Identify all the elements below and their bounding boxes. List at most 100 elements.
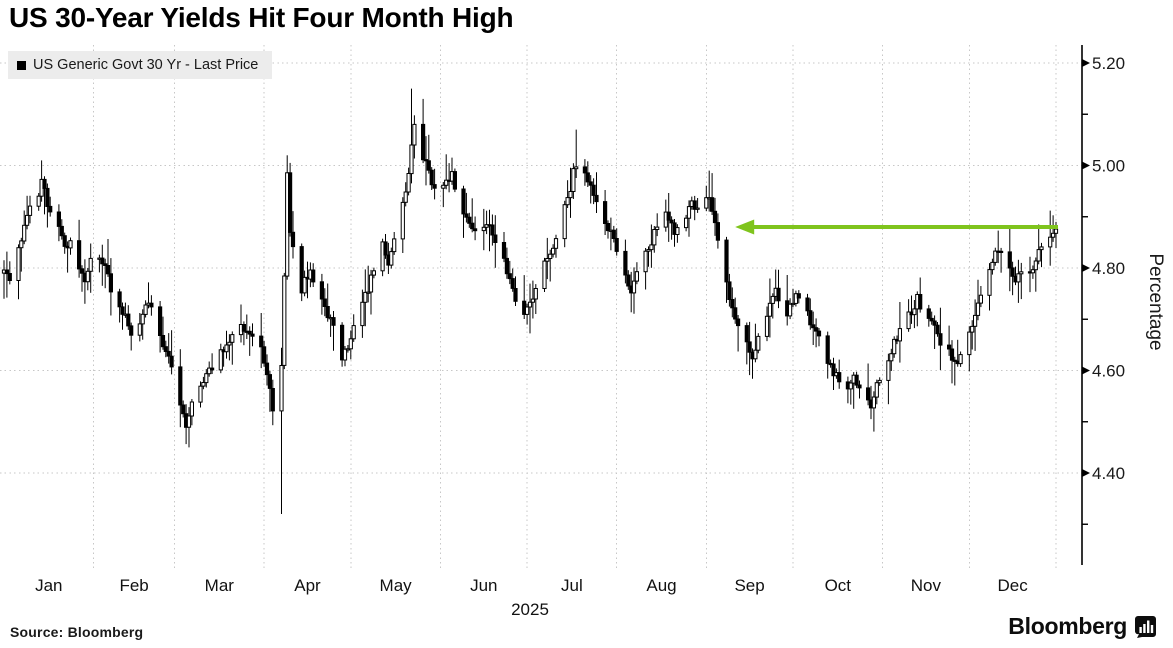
candle-body bbox=[426, 160, 431, 171]
candle-body bbox=[744, 325, 749, 343]
candle-body bbox=[126, 313, 131, 327]
candle-body bbox=[947, 344, 952, 350]
y-axis-title: Percentage bbox=[1145, 253, 1166, 350]
month-label: Sep bbox=[734, 576, 764, 595]
candle-body bbox=[527, 301, 533, 308]
candle-body bbox=[814, 327, 819, 332]
candle-body bbox=[533, 288, 538, 300]
candle-body bbox=[767, 302, 772, 317]
source-label: Source: Bloomberg bbox=[10, 624, 144, 640]
candle-body bbox=[730, 299, 735, 309]
y-axis: 5.20 5.00 4.80 4.60 4.40 Percentage bbox=[1081, 45, 1166, 565]
candle-body bbox=[88, 257, 93, 272]
candle-body bbox=[542, 260, 547, 290]
candle-body bbox=[59, 225, 64, 237]
candle-body bbox=[652, 229, 657, 246]
candle-body bbox=[591, 184, 596, 196]
candle-body bbox=[525, 306, 530, 315]
x-axis-labels: Jan Feb Mar Apr May Jun Jul Aug Sep Oct Nov Dec 2025 bbox=[35, 576, 1028, 619]
candle-body bbox=[247, 330, 252, 335]
y-tick-label: 4.40 bbox=[1092, 464, 1125, 483]
candle-body bbox=[444, 179, 449, 186]
candle-body bbox=[733, 307, 738, 320]
candle-body bbox=[715, 222, 720, 241]
grid-horizontal bbox=[0, 62, 1082, 474]
candle-body bbox=[25, 214, 30, 226]
candle-body bbox=[158, 306, 163, 336]
candle-body bbox=[753, 349, 758, 360]
candle-body bbox=[250, 333, 255, 337]
candle-body bbox=[805, 297, 810, 312]
candle-body bbox=[400, 201, 405, 240]
candle-body bbox=[348, 338, 353, 350]
candle-body bbox=[129, 325, 134, 336]
candle-body bbox=[461, 188, 466, 215]
candle-body bbox=[137, 323, 142, 336]
month-label: Mar bbox=[205, 576, 235, 595]
candle-body bbox=[383, 241, 388, 256]
candle-body bbox=[897, 328, 902, 342]
candle-body bbox=[105, 265, 111, 275]
candle-body bbox=[432, 184, 437, 189]
candle-body bbox=[117, 291, 122, 308]
candle-body bbox=[403, 191, 408, 203]
candle-body bbox=[669, 219, 674, 224]
candle-body bbox=[282, 275, 287, 366]
candle-body bbox=[970, 325, 975, 333]
month-label: Aug bbox=[646, 576, 676, 595]
candle-body bbox=[412, 123, 417, 146]
candle-body bbox=[825, 335, 830, 364]
candle-body bbox=[548, 253, 553, 259]
candle-body bbox=[380, 241, 385, 272]
candle-body bbox=[241, 324, 247, 332]
legend: US Generic Govt 30 Yr - Last Price bbox=[8, 51, 273, 79]
candle-body bbox=[692, 200, 697, 210]
candle-body bbox=[724, 239, 729, 283]
candle-body bbox=[666, 211, 671, 221]
candle-body bbox=[695, 207, 700, 210]
candle-body bbox=[227, 341, 232, 346]
candle-body bbox=[1019, 271, 1024, 275]
candle-body bbox=[467, 216, 472, 224]
candle-body bbox=[45, 187, 50, 207]
candle-body bbox=[938, 333, 943, 346]
month-label: May bbox=[380, 576, 413, 595]
month-label: Feb bbox=[119, 576, 148, 595]
candle-body bbox=[949, 348, 955, 361]
candle-body bbox=[363, 291, 368, 303]
candle-body bbox=[507, 273, 512, 280]
candle-body bbox=[406, 173, 411, 193]
candle-body bbox=[975, 302, 981, 316]
candle-body bbox=[649, 244, 654, 251]
candle-body bbox=[264, 362, 270, 376]
candle-body bbox=[686, 206, 692, 219]
candle-body bbox=[409, 144, 414, 175]
candle-body bbox=[351, 325, 356, 340]
candle-body bbox=[178, 366, 183, 406]
candle-body bbox=[603, 201, 608, 225]
bloomberg-logo: Bloomberg bbox=[1008, 613, 1157, 640]
legend-label: US Generic Govt 30 Yr - Last Price bbox=[33, 57, 259, 73]
candle-body bbox=[811, 324, 816, 329]
candle-body bbox=[36, 195, 41, 207]
y-major-tick bbox=[1082, 59, 1090, 67]
candle-body bbox=[441, 184, 446, 189]
candle-body bbox=[224, 344, 229, 353]
candle-body bbox=[368, 274, 374, 293]
candle-body bbox=[978, 294, 983, 304]
candle-body bbox=[108, 273, 114, 293]
candle-body bbox=[553, 238, 559, 249]
candle-body bbox=[611, 229, 616, 239]
candle-body bbox=[262, 346, 267, 364]
candle-body bbox=[631, 280, 637, 294]
candle-body bbox=[22, 224, 27, 242]
candle-body bbox=[299, 246, 304, 294]
candle-body bbox=[987, 269, 992, 296]
candle-body bbox=[85, 270, 90, 283]
candle-body bbox=[181, 404, 186, 415]
candle-body bbox=[207, 367, 212, 375]
candle-body bbox=[675, 227, 680, 236]
candle-body bbox=[421, 123, 426, 161]
candle-body bbox=[585, 172, 590, 183]
